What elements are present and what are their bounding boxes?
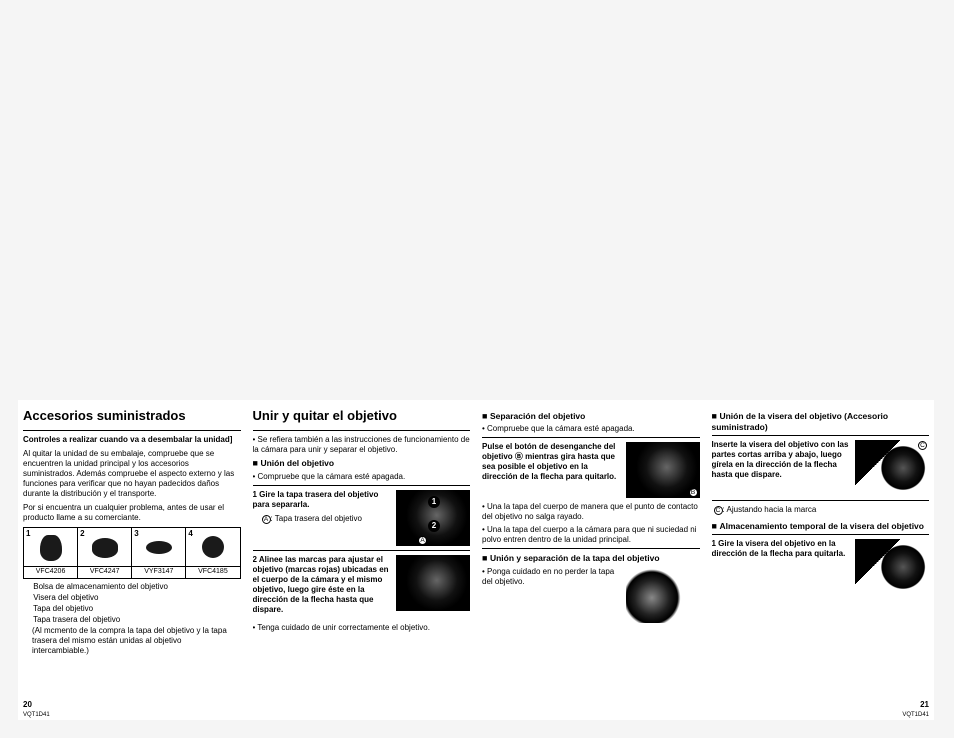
bag-icon — [40, 535, 62, 561]
subhead-hood-union: Unión de la visera del objetivo (Accesor… — [712, 411, 930, 433]
divider — [712, 500, 930, 501]
accessory-code-4: VFC4185 — [186, 567, 240, 579]
column-separation: Separación del objetivo Compruebe que la… — [482, 408, 700, 716]
accessory-code-1: VFC4206 — [24, 567, 78, 579]
legend-item-1: Bolsa de almacenamiento del objetivo — [33, 582, 168, 591]
accessory-cell-2: 2 — [78, 528, 132, 567]
step-1-heading: 1 Gire la tapa trasera del objetivo para… — [253, 490, 393, 510]
heading-accessories: Accesorios suministrados — [23, 408, 241, 424]
page-number-left: 20 — [23, 700, 32, 709]
subhead-cap: Unión y separación de la tapa del objeti… — [482, 553, 700, 564]
hood-heading: Inserte la visera del objetivo con las p… — [712, 440, 852, 480]
hood-remove-step: 1 Gire la visera del objetivo en la dire… — [712, 539, 930, 595]
page-footer: 20 VQT1D41 21 VQT1D41 — [23, 700, 929, 718]
heading-attach: Unir y quitar el objetivo — [253, 408, 471, 424]
legend-item-4: Tapa trasera del objetivo — [33, 615, 120, 624]
unbox-controls-heading: Controles a realizar cuando va a desemba… — [23, 435, 241, 445]
sep-note-1: Compruebe que la cámara esté apagada. — [482, 424, 700, 434]
legend-item-3: Tapa del objetivo — [33, 604, 93, 613]
cap-figure — [626, 567, 700, 623]
hood-remove-heading: 1 Gire la visera del objetivo en la dire… — [712, 539, 852, 559]
divider — [482, 548, 700, 549]
hood-icon — [92, 538, 118, 558]
step-1: 1 Gire la tapa trasera del objetivo para… — [253, 490, 471, 546]
subhead-union: Unión del objetivo — [253, 458, 471, 469]
sep-box-note-1: Una la tapa del cuerpo de manera que el … — [482, 502, 700, 522]
legend-note: (Al mcmento de la compra la tapa del obj… — [23, 626, 241, 656]
step-2-heading: 2 Alinee las marcas para ajustar el obje… — [253, 555, 393, 615]
hood-remove-figure — [855, 539, 929, 595]
legend-item-2: Visera del objetivo — [33, 593, 98, 602]
divider — [253, 430, 471, 431]
accessory-cell-4: 4 — [186, 528, 240, 567]
hood-figure: C — [855, 440, 929, 496]
step-2-note: Tenga cuidado de unir correctamente el o… — [253, 623, 471, 633]
separation-heading: Pulse el botón de desenganche del objeti… — [482, 442, 622, 482]
separation-figure: B — [626, 442, 700, 498]
page-number-right: 21 — [920, 700, 929, 709]
step-1-note: A: Tapa trasera del objetivo — [253, 514, 393, 524]
accessory-code-3: VYF3147 — [132, 567, 186, 579]
separation-step: Pulse el botón de desenganche del objeti… — [482, 442, 700, 498]
step-2: 2 Alinee las marcas para ajustar el obje… — [253, 555, 471, 619]
cap-note: Ponga cuidado en no perder la tapa del o… — [482, 567, 622, 587]
subhead-separation: Separación del objetivo — [482, 411, 700, 422]
column-accessories: Accesorios suministrados Controles a rea… — [23, 408, 241, 716]
divider — [712, 534, 930, 535]
cap-step: Ponga cuidado en no perder la tapa del o… — [482, 567, 700, 623]
rear-cap-icon — [202, 536, 224, 558]
c-note: C: Ajustando hacia la marca — [712, 505, 930, 515]
sep-box-note-2: Una la tapa del cuerpo a la cámara para … — [482, 525, 700, 545]
attach-note-2: Compruebe que la cámara esté apagada. — [253, 472, 471, 482]
unbox-paragraph-2: Por si encuentra un cualquier problema, … — [23, 503, 241, 523]
divider — [23, 430, 241, 431]
divider — [712, 435, 930, 436]
divider — [253, 550, 471, 551]
column-attach-detach: Unir y quitar el objetivo Se refiera tam… — [253, 408, 471, 716]
step-1-figure: 1 2 A — [396, 490, 470, 546]
doc-code-left: VQT1D41 — [23, 712, 50, 718]
subhead-hood-store: Almacenamiento temporal de la visera del… — [712, 521, 930, 532]
accessory-cell-3: 3 — [132, 528, 186, 567]
divider — [482, 437, 700, 438]
manual-spread: Accesorios suministrados Controles a rea… — [18, 400, 934, 720]
divider — [253, 485, 471, 486]
accessories-legend: 1 Bolsa de almacenamiento del objetivo 2… — [23, 582, 241, 625]
step-2-figure — [396, 555, 470, 611]
hood-step: Inserte la visera del objetivo con las p… — [712, 440, 930, 496]
doc-code-right: VQT1D41 — [902, 712, 929, 718]
column-hood: Unión de la visera del objetivo (Accesor… — [712, 408, 930, 716]
cap-icon — [146, 541, 172, 554]
accessories-table: 1 2 3 4 VFC4206 VFC4247 VYF3147 VFC4185 — [23, 527, 241, 579]
accessory-cell-1: 1 — [24, 528, 78, 567]
accessory-code-2: VFC4247 — [78, 567, 132, 579]
attach-note-1: Se refiera también a las instrucciones d… — [253, 435, 471, 455]
unbox-paragraph-1: Al quitar la unidad de su embalaje, comp… — [23, 449, 241, 499]
